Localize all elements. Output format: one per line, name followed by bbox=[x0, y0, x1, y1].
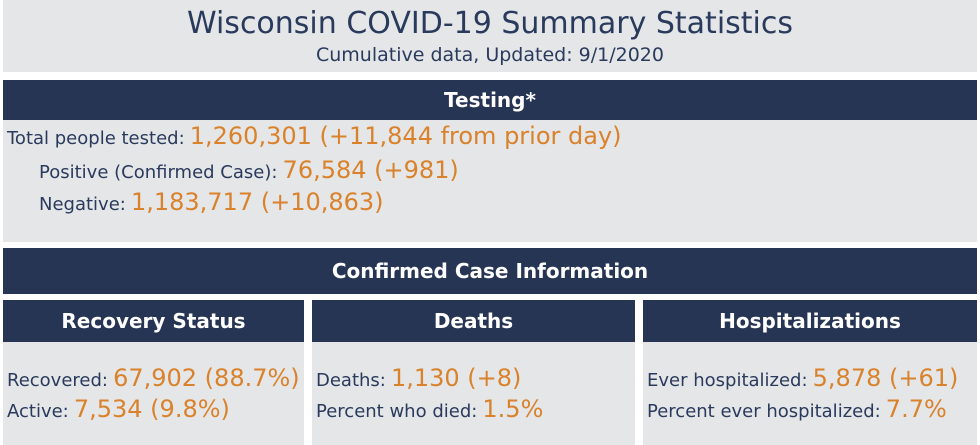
positive-row: Positive (Confirmed Case): 76,584 (+981) bbox=[39, 156, 459, 184]
total-tested-label: Total people tested: bbox=[7, 128, 185, 149]
total-tested-row: Total people tested: 1,260,301 (+11,844 … bbox=[7, 122, 622, 150]
deaths-value: 1,130 (+8) bbox=[390, 364, 522, 392]
hospitalizations-panel: Ever hospitalized: 5,878 (+61) Percent e… bbox=[643, 342, 977, 445]
confirmed-case-heading: Confirmed Case Information bbox=[3, 248, 977, 294]
recovered-label: Recovered: bbox=[7, 370, 108, 391]
ever-hospitalized-row: Ever hospitalized: 5,878 (+61) bbox=[647, 364, 958, 392]
recovered-row: Recovered: 67,902 (88.7%) bbox=[7, 364, 300, 392]
negative-value: 1,183,717 (+10,863) bbox=[130, 188, 384, 216]
negative-label: Negative: bbox=[39, 194, 126, 215]
testing-panel: Total people tested: 1,260,301 (+11,844 … bbox=[3, 120, 977, 242]
deaths-row: Deaths: 1,130 (+8) bbox=[316, 364, 521, 392]
negative-row: Negative: 1,183,717 (+10,863) bbox=[39, 188, 384, 216]
page-title: Wisconsin COVID-19 Summary Statistics bbox=[186, 6, 794, 41]
total-tested-value: 1,260,301 (+11,844 from prior day) bbox=[189, 122, 622, 150]
percent-died-label: Percent who died: bbox=[316, 401, 478, 422]
recovery-status-heading: Recovery Status bbox=[3, 300, 304, 342]
active-row: Active: 7,534 (9.8%) bbox=[7, 395, 230, 423]
page-header: Wisconsin COVID-19 Summary Statistics Cu… bbox=[3, 0, 977, 72]
positive-label: Positive (Confirmed Case): bbox=[39, 162, 278, 183]
page-subtitle: Cumulative data, Updated: 9/1/2020 bbox=[315, 44, 664, 66]
positive-value: 76,584 (+981) bbox=[282, 156, 459, 184]
recovered-value: 67,902 (88.7%) bbox=[113, 364, 300, 392]
percent-died-row: Percent who died: 1.5% bbox=[316, 395, 543, 423]
deaths-panel: Deaths: 1,130 (+8) Percent who died: 1.5… bbox=[312, 342, 635, 445]
hospitalizations-heading: Hospitalizations bbox=[643, 300, 977, 342]
testing-heading: Testing* bbox=[3, 80, 977, 120]
deaths-heading: Deaths bbox=[312, 300, 635, 342]
recovery-status-panel: Recovered: 67,902 (88.7%) Active: 7,534 … bbox=[3, 342, 304, 445]
percent-hospitalized-value: 7.7% bbox=[885, 395, 947, 423]
percent-died-value: 1.5% bbox=[482, 395, 544, 423]
percent-hospitalized-label: Percent ever hospitalized: bbox=[647, 401, 881, 422]
ever-hospitalized-label: Ever hospitalized: bbox=[647, 370, 808, 391]
active-label: Active: bbox=[7, 401, 69, 422]
deaths-label: Deaths: bbox=[316, 370, 386, 391]
percent-hospitalized-row: Percent ever hospitalized: 7.7% bbox=[647, 395, 947, 423]
ever-hospitalized-value: 5,878 (+61) bbox=[812, 364, 959, 392]
active-value: 7,534 (9.8%) bbox=[73, 395, 230, 423]
